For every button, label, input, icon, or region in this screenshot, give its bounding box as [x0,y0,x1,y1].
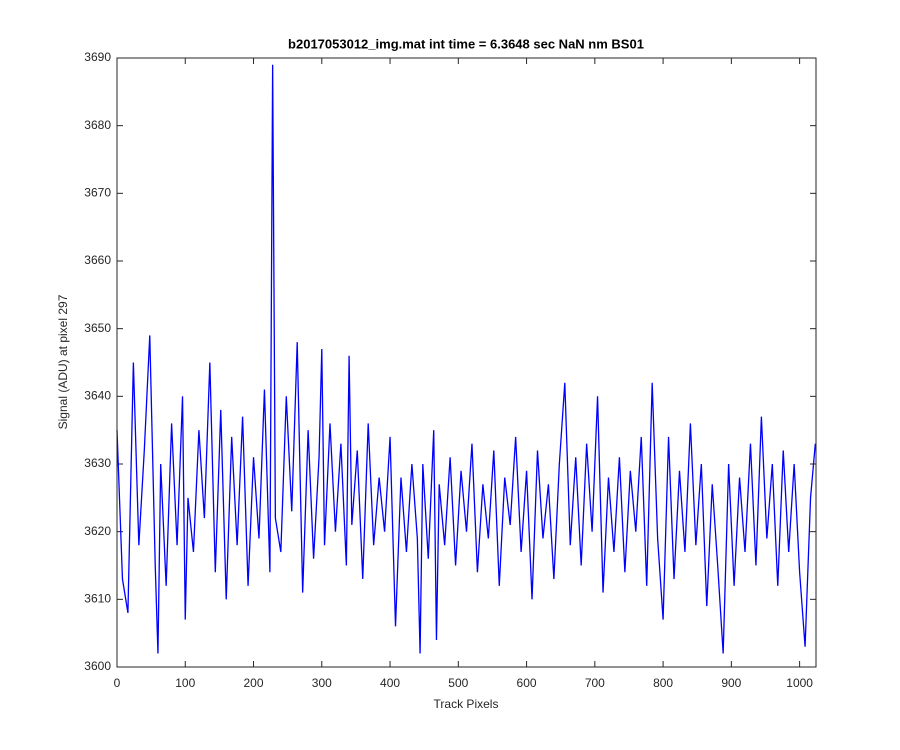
y-tick-label: 3600 [84,659,111,673]
data-line [116,64,816,654]
x-axis-label: Track Pixels [434,697,499,711]
y-axis-label: Signal (ADU) at pixel 297 [56,294,70,429]
y-tick-label: 3640 [84,389,111,403]
x-tick-label: 200 [244,676,264,690]
x-tick-label: 1000 [786,676,813,690]
y-tick-label: 3620 [84,524,111,538]
y-tick-label: 3680 [84,118,111,132]
chart-title: b2017053012_img.mat int time = 6.3648 se… [288,36,644,51]
y-tick-label: 3630 [84,456,111,470]
x-tick-label: 0 [114,676,121,690]
x-tick-label: 800 [653,676,673,690]
y-tick-label: 3610 [84,592,111,606]
x-tick-label: 100 [175,676,195,690]
x-tick-label: 700 [585,676,605,690]
x-tick-label: 900 [721,676,741,690]
axes-box [116,57,817,668]
x-tick-label: 500 [448,676,468,690]
y-tick-label: 3660 [84,253,111,267]
y-tick-label: 3670 [84,186,111,200]
x-tick-label: 400 [380,676,400,690]
x-tick-label: 600 [517,676,537,690]
x-tick-label: 300 [312,676,332,690]
y-tick-label: 3650 [84,321,111,335]
y-tick-label: 3690 [84,50,111,64]
